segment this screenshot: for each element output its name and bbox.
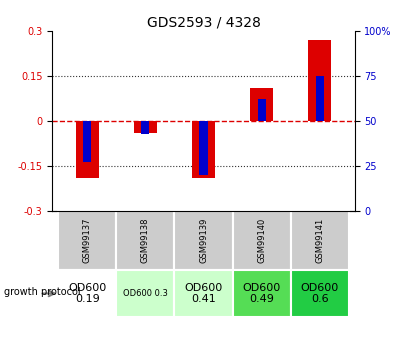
Bar [199,121,208,175]
Bar [76,121,99,178]
Text: GSM99140: GSM99140 [257,218,266,263]
Title: GDS2593 / 4328: GDS2593 / 4328 [147,16,260,30]
Bar [141,121,150,134]
Text: GSM99141: GSM99141 [315,218,324,263]
Bar [250,88,273,121]
FancyBboxPatch shape [291,211,349,269]
Text: growth protocol: growth protocol [4,287,81,296]
Text: GSM99139: GSM99139 [199,218,208,263]
Bar [258,99,266,121]
FancyBboxPatch shape [174,269,233,317]
Text: OD600
0.49: OD600 0.49 [243,283,281,304]
FancyBboxPatch shape [291,269,349,317]
FancyBboxPatch shape [233,211,291,269]
Bar [134,121,157,133]
Bar [316,76,324,121]
Bar [192,121,215,178]
FancyBboxPatch shape [58,269,116,317]
Text: GSM99138: GSM99138 [141,218,150,263]
Text: OD600
0.6: OD600 0.6 [301,283,339,304]
FancyBboxPatch shape [116,211,174,269]
Text: OD600 0.3: OD600 0.3 [123,289,168,298]
Text: OD600
0.41: OD600 0.41 [185,283,222,304]
FancyBboxPatch shape [58,211,116,269]
Text: OD600
0.19: OD600 0.19 [68,283,106,304]
Bar [308,40,331,121]
FancyBboxPatch shape [233,269,291,317]
Text: GSM99137: GSM99137 [83,218,92,263]
FancyBboxPatch shape [116,269,174,317]
Bar [83,121,91,162]
FancyBboxPatch shape [174,211,233,269]
